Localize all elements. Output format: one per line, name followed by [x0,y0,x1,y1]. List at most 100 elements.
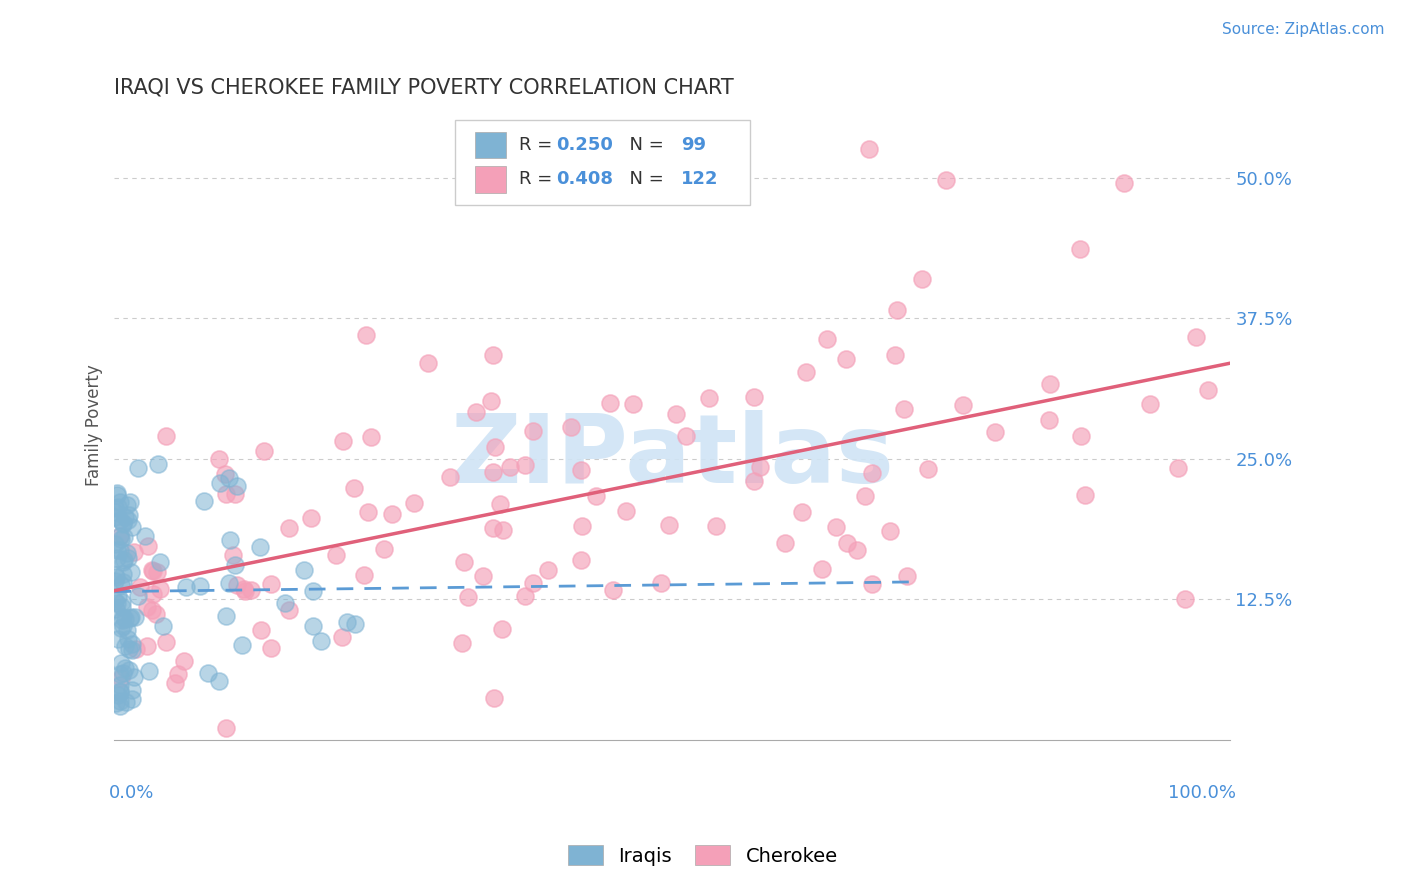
Point [120,610,142,624]
Point [121,637,143,651]
Point [127,589,149,603]
Point [299,511,322,525]
Point [450,636,472,650]
Point [824,520,846,534]
Point [141,603,163,617]
Point [522,424,544,438]
Text: 100.0%: 100.0% [1168,784,1236,802]
Point [835,352,858,367]
Point [112,610,135,624]
Point [111,619,134,633]
Point [1069,243,1091,257]
Point [117,550,139,565]
Point [585,489,607,503]
Point [115,546,138,560]
Point [360,430,382,444]
Point [465,405,488,419]
Point [124,610,146,624]
Point [860,577,883,591]
Point [373,541,395,556]
Point [209,476,232,491]
Point [111,567,134,582]
Point [537,563,560,577]
Point [1167,461,1189,475]
Point [136,640,159,654]
Point [292,563,315,577]
Point [886,303,908,318]
Point [224,487,246,501]
Point [146,458,169,472]
Point [110,678,132,692]
Text: N =: N = [617,136,669,153]
Point [146,565,169,579]
Point [105,486,128,500]
Point [794,365,817,379]
Point [488,497,510,511]
Point [149,555,172,569]
Point [332,434,354,448]
Point [1070,428,1092,442]
Point [155,429,177,443]
Point [107,632,129,646]
Point [128,580,150,594]
Point [353,568,375,582]
Point [108,542,131,557]
Point [571,519,593,533]
Point [482,521,505,535]
Point [621,397,644,411]
Point [231,638,253,652]
Point [110,621,132,635]
Point [935,173,957,187]
Point [173,654,195,668]
Point [222,548,245,562]
Point [569,553,592,567]
Point [569,462,592,476]
Point [121,692,143,706]
Point [218,576,240,591]
Point [108,529,131,543]
Point [984,425,1007,439]
Point [104,537,127,551]
Point [104,594,127,608]
Point [110,577,132,591]
Point [499,460,522,475]
Point [215,722,238,736]
Point [602,582,624,597]
Point [343,481,366,495]
Point [111,595,134,609]
FancyBboxPatch shape [475,131,506,158]
Point [108,529,131,543]
Point [114,639,136,653]
Point [118,642,141,657]
Point [879,524,901,539]
Point [845,542,868,557]
Point [343,616,366,631]
Y-axis label: Family Poverty: Family Poverty [86,364,103,486]
Point [145,607,167,622]
Point [118,508,141,522]
Point [1038,377,1060,392]
Point [224,558,246,573]
Point [110,657,132,671]
Point [790,505,813,519]
Text: 122: 122 [682,170,718,188]
Point [121,642,143,657]
Point [513,458,536,472]
Point [110,694,132,708]
Point [112,553,135,567]
Point [453,555,475,569]
Point [330,630,353,644]
Text: Source: ZipAtlas.com: Source: ZipAtlas.com [1222,22,1385,37]
Point [155,635,177,649]
Point [1139,396,1161,410]
Point [896,569,918,583]
Point [675,428,697,442]
Text: R =: R = [519,170,558,188]
Point [121,683,143,698]
Point [301,619,323,633]
Point [118,495,141,509]
Point [817,332,839,346]
Point [232,582,254,596]
Point [860,466,883,480]
Point [190,579,212,593]
